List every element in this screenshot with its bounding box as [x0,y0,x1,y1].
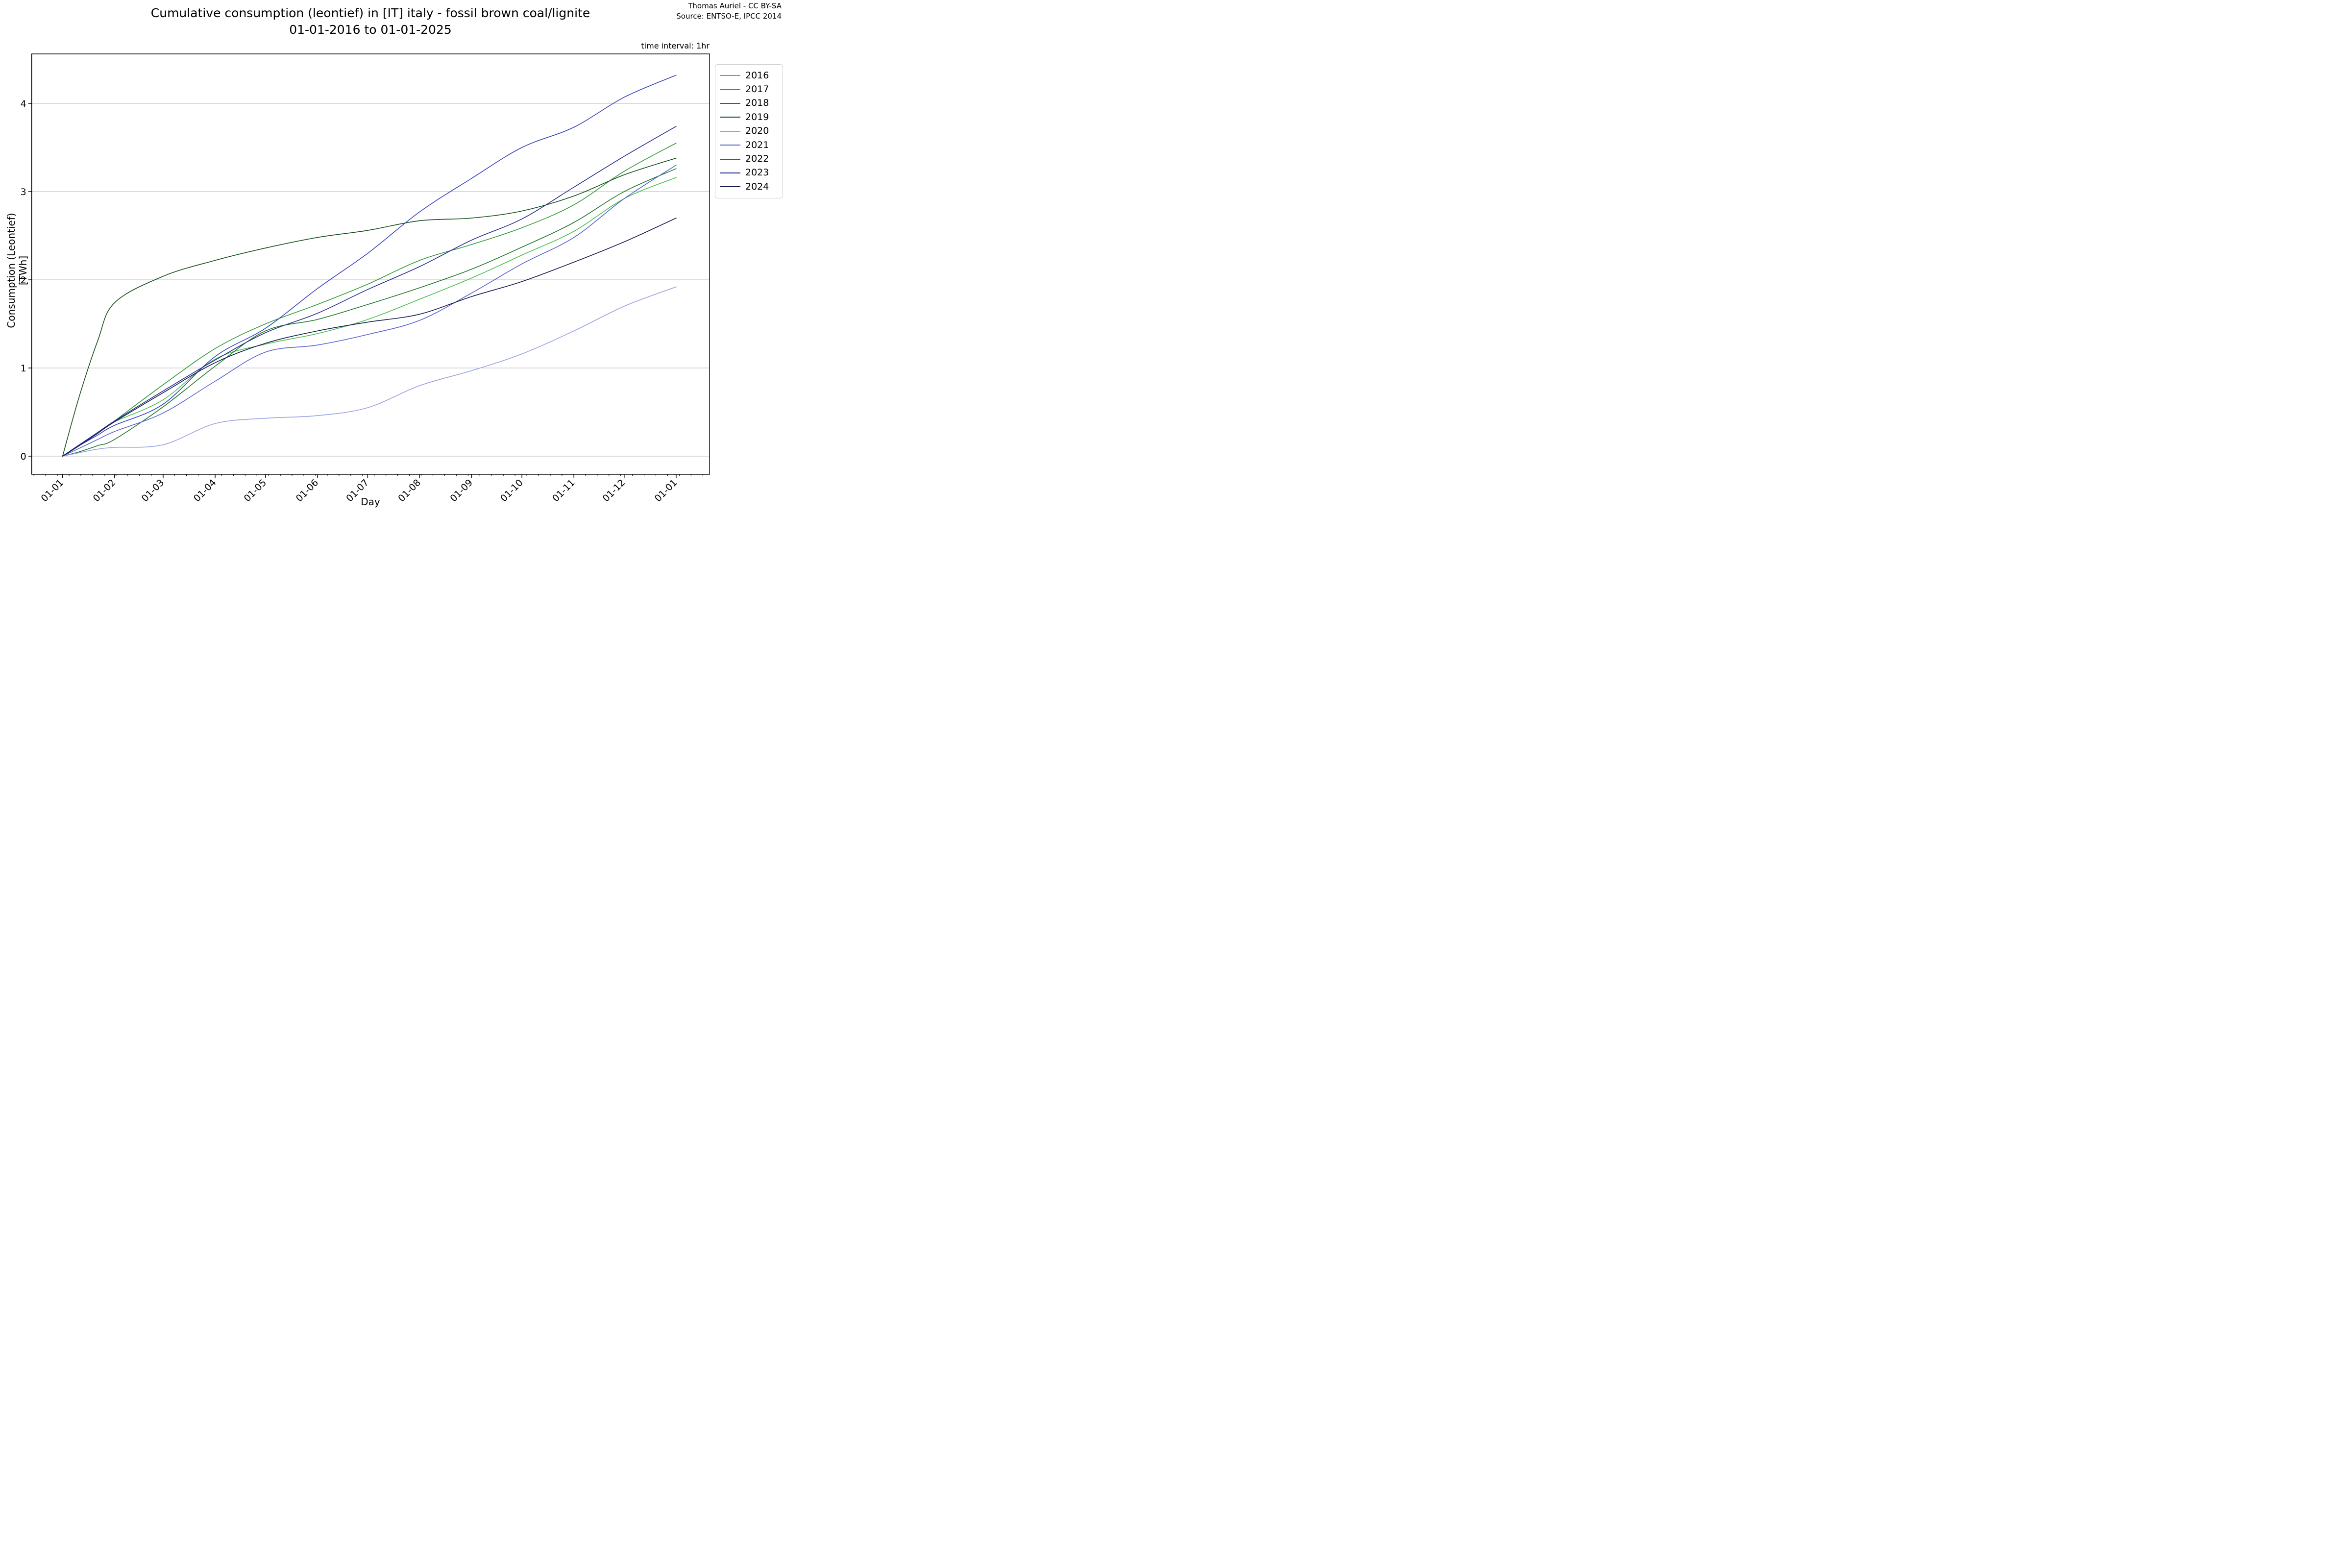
legend-label-2018: 2018 [745,98,769,109]
legend-line-sample-2023 [720,172,740,173]
legend-label-2021: 2021 [745,139,769,150]
series-line-2021 [62,165,677,457]
legend-item-2023: 2023 [720,166,778,180]
legend-label-2022: 2022 [745,153,769,165]
legend-label-2024: 2024 [745,181,769,192]
series-line-2024 [62,218,677,457]
x-axis-label: Day [361,496,380,508]
series-line-2023 [62,126,677,457]
legend-item-2018: 2018 [720,97,778,110]
legend-line-sample-2018 [720,102,740,104]
legend-line-sample-2020 [720,130,740,132]
legend-line-sample-2017 [720,89,740,90]
legend-line-sample-2016 [720,75,740,76]
legend-item-2022: 2022 [720,152,778,166]
legend-item-2017: 2017 [720,82,778,96]
series-line-2020 [62,286,677,457]
legend-item-2021: 2021 [720,138,778,152]
legend: 2016 2017 2018 2019 2020 2021 2022 2023 2024 [715,64,783,198]
attribution-source: Source: ENTSO-E, IPCC 2014 [676,12,782,21]
axes-spines [31,53,710,475]
series-line-2022 [62,74,677,457]
series-line-2016 [62,177,677,457]
chart-title: Cumulative consumption (leontief) in [IT… [31,5,710,38]
chart-title-line1: Cumulative consumption (leontief) in [IT… [150,6,590,20]
time-interval-annotation: time interval: 1hr [641,41,710,50]
legend-line-sample-2022 [720,158,740,160]
legend-label-2019: 2019 [745,111,769,122]
legend-line-sample-2019 [720,117,740,118]
legend-line-sample-2021 [720,145,740,146]
attribution: Thomas Auriel - CC BY-SA Source: ENTSO-E… [676,1,782,22]
figure: Cumulative consumption (leontief) in [IT… [0,0,784,523]
y-tick-label: 3 [21,187,26,197]
legend-item-2024: 2024 [720,180,778,194]
legend-item-2020: 2020 [720,124,778,138]
series-line-2018 [62,168,677,457]
legend-item-2019: 2019 [720,110,778,124]
series-line-2019 [62,157,677,457]
y-tick-label: 1 [21,363,26,374]
legend-item-2016: 2016 [720,69,778,82]
legend-label-2020: 2020 [745,125,769,137]
legend-line-sample-2024 [720,186,740,188]
legend-label-2016: 2016 [745,70,769,81]
legend-label-2017: 2017 [745,84,769,95]
y-tick-label: 4 [21,98,26,109]
y-tick-label: 0 [21,451,26,462]
legend-label-2023: 2023 [745,167,769,178]
y-tick-label: 2 [21,275,26,286]
chart-title-line2: 01-01-2016 to 01-01-2025 [289,23,452,37]
y-axis-label: Consumption (Leontief) [TWh] [5,213,29,328]
attribution-author: Thomas Auriel - CC BY-SA [688,1,782,10]
